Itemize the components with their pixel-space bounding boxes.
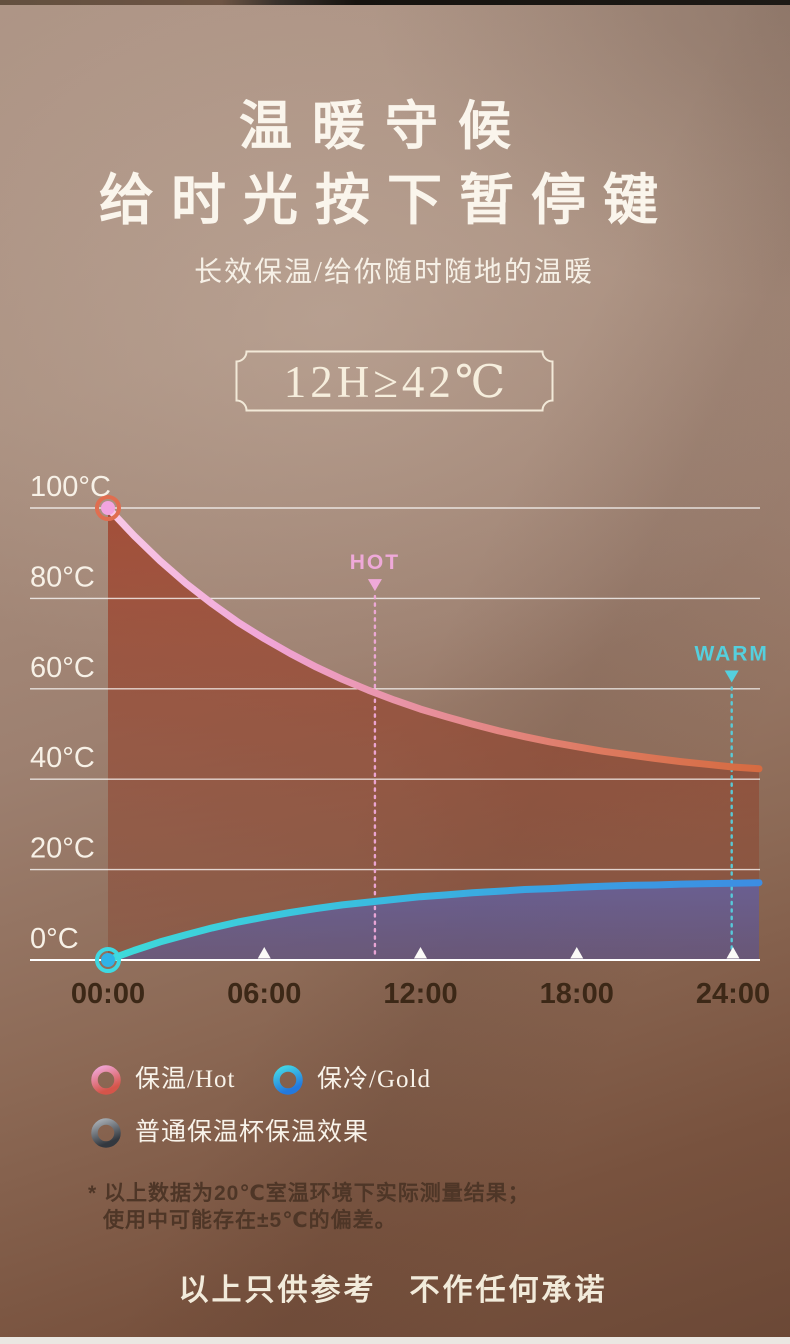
legend-item-cold: 保冷/Gold xyxy=(272,1062,431,1098)
legend-label-cold: 保冷/Gold xyxy=(317,1066,431,1093)
footnote-line2: 使用中可能存在±5℃的偏差。 xyxy=(103,1209,397,1232)
page-title-line2: 给时光按下暂停键 xyxy=(98,170,675,231)
duration-badge: 12H≥42℃ xyxy=(235,350,554,412)
top-edge-strip xyxy=(0,0,790,5)
badge-frame-icon xyxy=(235,350,554,412)
legend-item-hot: 保温/Hot xyxy=(90,1062,235,1098)
disclaimer-text: 以上只供参考 不作任何承诺 xyxy=(178,1274,608,1307)
axis-tick-triangle-18:00 xyxy=(570,947,584,959)
y-tick-label-40: 40°C xyxy=(30,742,95,774)
footnote-line1: * 以上数据为20℃室温环境下实际测量结果； xyxy=(88,1182,530,1205)
cold-start-dot-ring xyxy=(95,947,121,973)
page-title-line1: 温暖守候 xyxy=(239,98,531,156)
hot-start-dot xyxy=(101,501,115,515)
cold-curve xyxy=(104,879,763,964)
x-tick-label-00:00: 00:00 xyxy=(71,978,145,1010)
ordinary-ring-icon xyxy=(91,1118,121,1148)
hot-marker-triangle-icon xyxy=(367,579,382,592)
x-tick-label-06:00: 06:00 xyxy=(227,978,301,1010)
x-tick-label-18:00: 18:00 xyxy=(540,978,614,1010)
hot-curve xyxy=(104,504,763,773)
page-subtitle: 长效保温/给你随时随地的温暖 xyxy=(194,257,594,288)
warm-annotation-label: WARM xyxy=(694,642,769,665)
warm-marker-triangle-icon xyxy=(724,670,739,683)
axis-tick-triangle-24:00 xyxy=(726,947,740,959)
legend-label-hot: 保温/Hot xyxy=(135,1066,236,1093)
y-tick-label-60: 60°C xyxy=(30,652,95,684)
y-tick-label-0: 0°C xyxy=(30,923,79,955)
y-tick-label-100: 100°C xyxy=(30,471,111,503)
legend-item-ordinary-cup: 普通保温杯保温效果 xyxy=(90,1115,369,1151)
axis-tick-triangle-06:00 xyxy=(257,947,271,959)
hot-area xyxy=(108,508,759,960)
bottom-edge-strip xyxy=(0,1337,790,1344)
y-tick-label-80: 80°C xyxy=(30,561,95,593)
cold-area xyxy=(108,882,759,960)
cold-ring-icon xyxy=(273,1065,303,1095)
axis-tick-triangle-12:00 xyxy=(414,947,428,959)
cold-start-dot xyxy=(101,953,115,967)
badge-text: 12H≥42℃ xyxy=(283,356,510,407)
footnote: * 以上数据为20℃室温环境下实际测量结果； 使用中可能存在±5℃的偏差。 xyxy=(88,1180,530,1234)
hot-annotation-label: HOT xyxy=(350,551,400,574)
x-tick-label-24:00: 24:00 xyxy=(696,978,770,1010)
hot-start-dot-ring xyxy=(95,495,121,521)
legend-label-ordinary-cup: 普通保温杯保温效果 xyxy=(135,1119,370,1146)
hot-ring-icon xyxy=(91,1065,121,1095)
y-tick-label-20: 20°C xyxy=(30,833,95,865)
x-tick-label-12:00: 12:00 xyxy=(383,978,457,1010)
